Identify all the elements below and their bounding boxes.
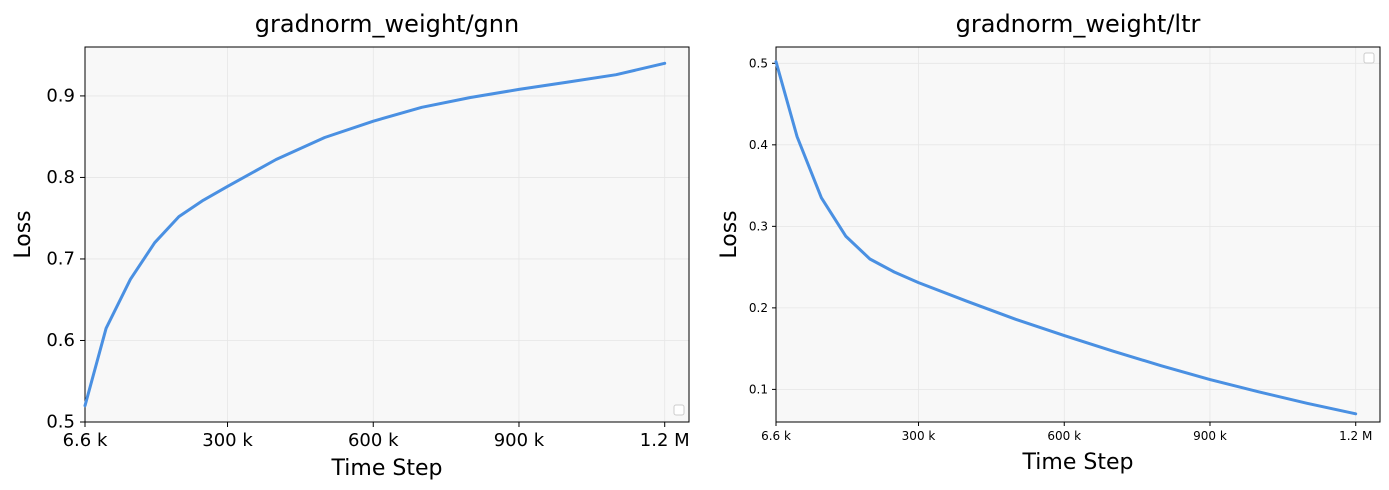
- x-tick-label: 6.6 k: [761, 429, 791, 443]
- y-axis-label: Loss: [717, 210, 742, 258]
- y-tick-label: 0.7: [46, 248, 75, 269]
- plot-area: [775, 46, 1381, 423]
- x-tick-label: 300 k: [202, 430, 253, 451]
- y-tick-label: 0.8: [46, 167, 75, 188]
- chart-panel-gnn: 6.6 k 300 k 600 k 900 k 1.2 M 0.5 0.6 0.7 0.8 0.9…: [11, 10, 690, 481]
- plot-area: [84, 46, 690, 423]
- y-tick-label: 0.6: [46, 330, 75, 351]
- y-tick-label: 0.9: [46, 85, 75, 106]
- x-tick-label: 1.2 M: [1339, 429, 1372, 443]
- plot-frame: [775, 46, 1381, 423]
- x-tick-label: 600 k: [1047, 429, 1081, 443]
- y-axis-label: Loss: [11, 210, 36, 258]
- chart-title: gradnorm_weight/ltr: [956, 10, 1201, 38]
- y-tick-label: 0.3: [749, 219, 768, 233]
- x-tick-label: 900 k: [1193, 429, 1227, 443]
- y-tick-label: 0.5: [46, 412, 75, 433]
- x-tick-label: 600 k: [348, 430, 399, 451]
- y-tick-label: 0.2: [749, 301, 768, 315]
- y-tick-label: 0.4: [749, 138, 768, 152]
- x-axis-label: Time Step: [331, 456, 443, 481]
- legend-box: [673, 404, 685, 416]
- chart-panel-ltr: 6.6 k 300 k 600 k 900 k 1.2 M 0.1 0.2 0.3 0.4 0.5…: [717, 10, 1381, 475]
- x-tick-label: 900 k: [494, 430, 545, 451]
- legend-box: [1363, 52, 1375, 64]
- chart-title: gradnorm_weight/gnn: [255, 10, 519, 38]
- x-tick-label: 300 k: [902, 429, 936, 443]
- series-line: [83, 61, 667, 408]
- y-tick-label: 0.1: [749, 382, 768, 396]
- x-tick-label: 6.6 k: [63, 430, 108, 451]
- y-tick-label: 0.5: [749, 56, 768, 70]
- series-line: [774, 60, 1358, 416]
- x-tick-label: 1.2 M: [640, 430, 690, 451]
- plot-frame: [84, 46, 690, 423]
- x-axis-label: Time Step: [1022, 450, 1134, 475]
